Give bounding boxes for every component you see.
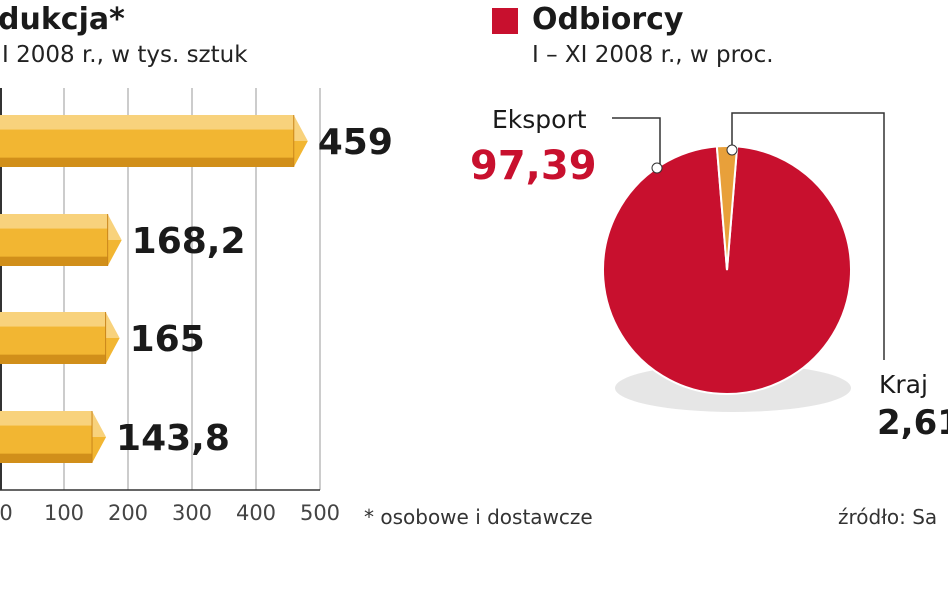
- pie-value-eksport: 97,39: [470, 143, 597, 189]
- bar-highlight: [0, 214, 108, 229]
- x-tick-label: 0: [0, 501, 13, 525]
- x-tick-label: 300: [172, 501, 212, 525]
- bar-value-label: 459: [318, 122, 393, 163]
- bar-shade: [0, 453, 93, 463]
- source-note: źródło: Sa: [838, 505, 938, 529]
- bar: [0, 214, 122, 266]
- pie-slice-eksport: [602, 145, 852, 395]
- bar-highlight: [0, 312, 106, 327]
- pie-value-kraj: 2,61: [877, 403, 948, 443]
- leader-marker: [651, 162, 663, 174]
- x-tick-label: 200: [108, 501, 148, 525]
- bar-value-label: 168,2: [132, 221, 246, 262]
- bar-highlight: [0, 411, 93, 426]
- pie-chart-subtitle: I – XI 2008 r., w proc.: [532, 42, 774, 68]
- footnote: * osobowe i dostawcze: [364, 505, 593, 529]
- bar: [0, 312, 120, 364]
- bar-chart-subtitle: I 2008 r., w tys. sztuk: [2, 42, 248, 68]
- bar-tip-shade: [293, 141, 308, 167]
- pie-slice-kraj: [715, 145, 739, 271]
- bar-shade: [0, 157, 294, 167]
- bar-value-label: 165: [130, 319, 205, 360]
- pie-label-kraj: Kraj: [879, 370, 928, 399]
- bar-tip-shade: [107, 240, 122, 266]
- bar-highlight: [0, 115, 294, 130]
- bar-value-label: 143,8: [116, 418, 230, 459]
- leader-line-kraj: [731, 112, 885, 360]
- bar-shade: [0, 256, 108, 266]
- leader-line-eksport: [612, 117, 661, 168]
- x-tick-label: 400: [236, 501, 276, 525]
- pie-chart-title: Odbiorcy: [532, 2, 684, 37]
- legend-swatch: [492, 8, 518, 34]
- bar-tip-shade: [92, 437, 107, 463]
- bar-shade: [0, 354, 106, 364]
- bar-tip-shade: [105, 338, 120, 364]
- x-tick-label: 500: [300, 501, 340, 525]
- bar-chart-title: dukcja*: [0, 2, 125, 37]
- leader-marker: [726, 144, 738, 156]
- bar: [0, 411, 107, 463]
- pie-label-eksport: Eksport: [492, 105, 587, 134]
- bar: [0, 115, 308, 167]
- x-tick-label: 100: [44, 501, 84, 525]
